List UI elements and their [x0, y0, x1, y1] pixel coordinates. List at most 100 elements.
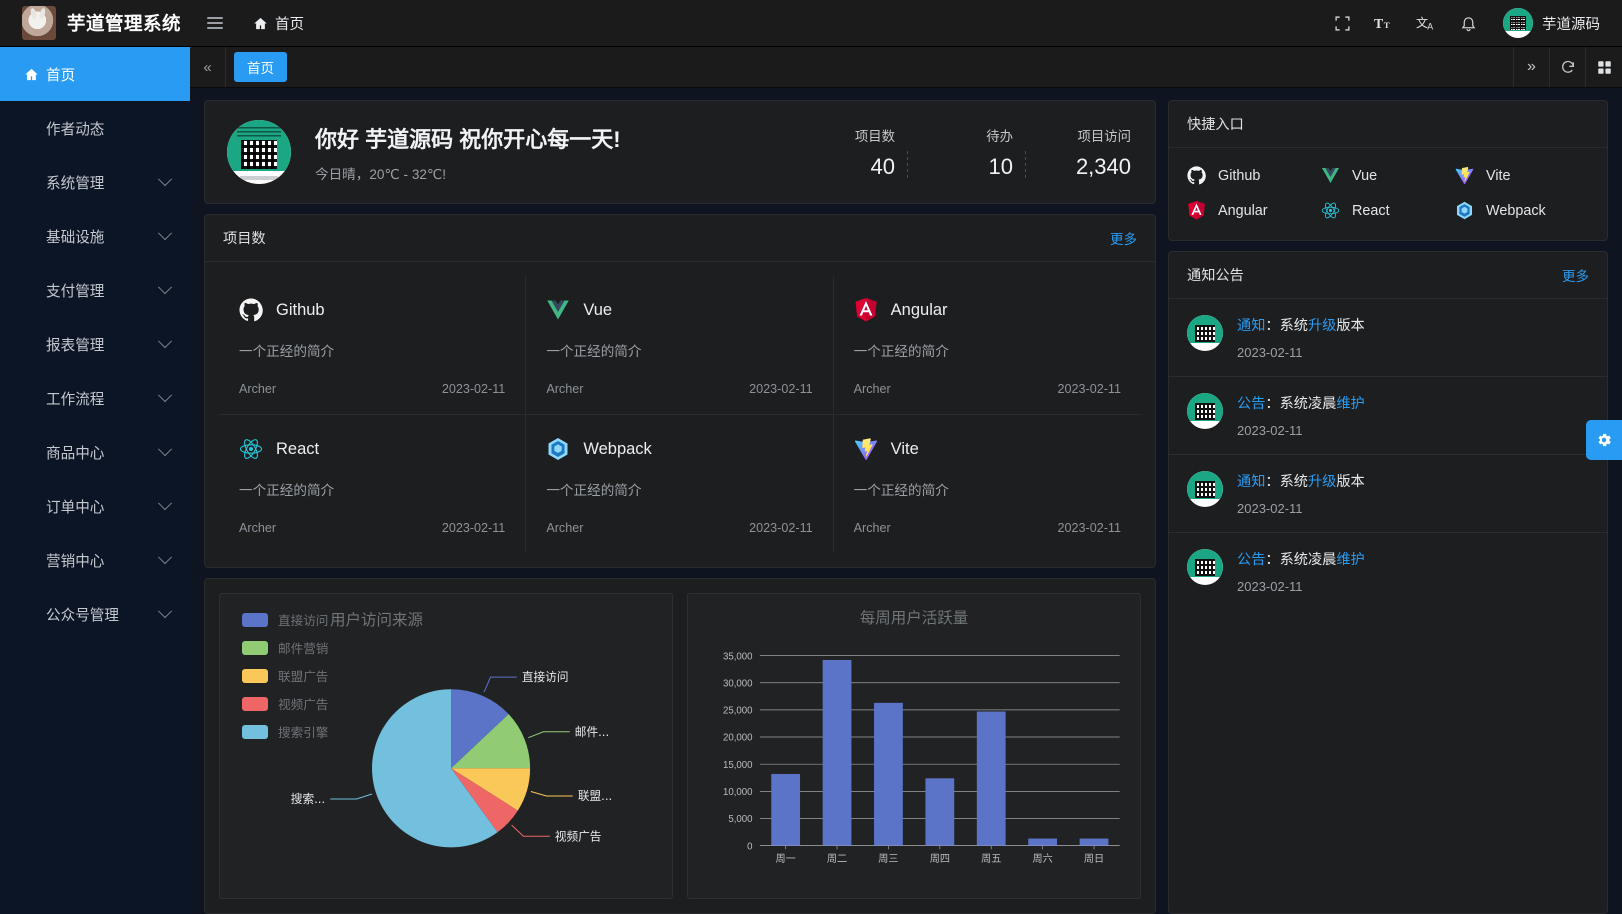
bar[interactable]: [822, 659, 852, 846]
weekly-active-bar-chart[interactable]: 每周用户活跃量 0 5,000 10,000 15,000 20,000 25,000 30…: [687, 593, 1141, 899]
tab-home[interactable]: 首页: [234, 52, 287, 82]
x-tick-label: 周五: [981, 853, 1001, 865]
sidebar-item-2[interactable]: 系统管理: [0, 155, 190, 209]
pie-legend-item[interactable]: 视频广告: [242, 694, 328, 713]
bar[interactable]: [976, 711, 1006, 846]
sidebar-item-label: 公众号管理: [46, 607, 119, 624]
bar[interactable]: [1028, 838, 1058, 846]
settings-drawer-toggle[interactable]: [1586, 420, 1622, 460]
translate-icon[interactable]: 文 A: [1405, 0, 1447, 47]
sidebar-item-9[interactable]: 营销中心: [0, 533, 190, 587]
pie-legend-item[interactable]: 邮件营销: [242, 638, 328, 657]
notification-bell-icon[interactable]: [1447, 0, 1489, 47]
vite-icon: [1455, 166, 1474, 185]
pie-slice[interactable]: [451, 768, 518, 833]
notice-item[interactable]: 通知：系统升级版本 2023-02-11: [1169, 299, 1607, 377]
quick-entry-item[interactable]: Vite: [1455, 166, 1589, 185]
sidebar-item-6[interactable]: 工作流程: [0, 371, 190, 425]
project-desc: 一个正经的简介: [239, 344, 335, 359]
pie-slice-label: 直接访问: [522, 670, 569, 684]
sidebar-item-1[interactable]: 作者动态: [0, 101, 190, 155]
project-author: Archer: [546, 521, 584, 535]
quick-entry-item[interactable]: Webpack: [1455, 201, 1589, 220]
pie-slice[interactable]: [372, 689, 498, 848]
project-card[interactable]: Vue 一个正经的简介 Archer 2023-02-11: [526, 276, 834, 415]
bar[interactable]: [925, 778, 955, 846]
sidebar-item-10[interactable]: 公众号管理: [0, 587, 190, 641]
y-tick-label: 30,000: [723, 678, 753, 689]
svg-text:T: T: [1383, 20, 1389, 30]
svg-text:文: 文: [1416, 15, 1428, 30]
project-date: 2023-02-11: [1057, 521, 1122, 535]
sidebar-item-5[interactable]: 报表管理: [0, 317, 190, 371]
bar[interactable]: [1079, 838, 1109, 846]
user-menu[interactable]: 芋道源码: [1489, 8, 1608, 38]
projects-panel-title: 项目数: [223, 231, 266, 247]
chevron-down-icon: [157, 496, 173, 511]
quick-entry-item[interactable]: Github: [1187, 166, 1321, 185]
font-size-icon[interactable]: T T: [1363, 0, 1405, 47]
pie-legend-item[interactable]: 直接访问: [242, 610, 328, 629]
sidebar-item-8[interactable]: 订单中心: [0, 479, 190, 533]
project-card-head: Angular: [854, 298, 1121, 322]
stat-label: 待办: [986, 128, 1013, 144]
notice-title: 通知：系统升级版本: [1237, 318, 1365, 334]
project-card[interactable]: Webpack 一个正经的简介 Archer 2023-02-11: [526, 415, 834, 553]
x-tick-label: 周一: [776, 853, 796, 865]
bar-chart-title: 每周用户活跃量: [859, 610, 969, 627]
legend-label: 邮件营销: [278, 642, 329, 656]
bar[interactable]: [874, 702, 903, 846]
quick-entry-item[interactable]: Vue: [1321, 166, 1455, 185]
project-meta: Archer 2023-02-11: [239, 521, 505, 535]
pie-legend-item[interactable]: 搜索引擎: [242, 722, 328, 741]
sidebar-item-3[interactable]: 基础设施: [0, 209, 190, 263]
project-card[interactable]: Github 一个正经的简介 Archer 2023-02-11: [219, 276, 527, 415]
tab-controls: »: [1514, 47, 1622, 87]
grid-icon[interactable]: [1586, 47, 1622, 87]
vue-icon: [1321, 166, 1340, 185]
notice-more-link[interactable]: 更多: [1562, 269, 1589, 284]
sidebar-item-0[interactable]: 首页: [0, 47, 190, 101]
chevron-double-right-icon[interactable]: »: [1514, 47, 1550, 87]
pie-slice[interactable]: [451, 714, 531, 769]
notice-panel-title: 通知公告: [1187, 268, 1244, 284]
pie-legend-item[interactable]: 联盟广告: [242, 666, 328, 685]
quick-entry-item[interactable]: React: [1321, 201, 1455, 220]
brand[interactable]: 芋道管理系统: [0, 6, 190, 40]
fullscreen-icon[interactable]: [1321, 0, 1363, 47]
projects-panel: 项目数 更多 Github 一个正经的简介 Archer 2023-02-11 …: [204, 214, 1156, 568]
user-name: 芋道源码: [1542, 16, 1600, 33]
y-tick-label: 15,000: [723, 760, 753, 771]
bar[interactable]: [771, 773, 801, 846]
tab-list: 首页: [226, 47, 1514, 87]
app-title: 芋道管理系统: [67, 13, 182, 34]
breadcrumb[interactable]: 首页: [253, 13, 304, 34]
notice-avatar: [1187, 315, 1223, 351]
pie-slice[interactable]: [451, 689, 509, 769]
projects-more-link[interactable]: 更多: [1110, 232, 1137, 247]
project-card[interactable]: Vite 一个正经的简介 Archer 2023-02-11: [834, 415, 1141, 553]
visit-source-pie-chart[interactable]: 直接访问 邮件营销 联盟广告 视频广告 搜索引擎 用户访问来源 直接访问 邮件..…: [219, 593, 673, 899]
quick-entry-item[interactable]: Angular: [1187, 201, 1321, 220]
notice-item[interactable]: 公告：系统凌晨维护 2023-02-11: [1169, 377, 1607, 455]
hamburger-icon[interactable]: [207, 17, 229, 29]
chevron-down-icon: [157, 442, 173, 457]
project-name: Github: [276, 300, 325, 319]
sidebar-item-label: 报表管理: [46, 337, 105, 354]
project-desc: 一个正经的简介: [853, 344, 949, 359]
notice-item[interactable]: 公告：系统凌晨维护 2023-02-11: [1169, 533, 1607, 610]
project-card[interactable]: React 一个正经的简介 Archer 2023-02-11: [219, 415, 527, 553]
pie-slice[interactable]: [451, 768, 531, 811]
refresh-icon[interactable]: [1550, 47, 1586, 87]
project-meta: Archer 2023-02-11: [854, 382, 1121, 396]
sidebar-item-7[interactable]: 商品中心: [0, 425, 190, 479]
stat-value: 40: [870, 153, 895, 179]
vue-icon: [546, 298, 570, 322]
project-card[interactable]: Angular 一个正经的简介 Archer 2023-02-11: [833, 276, 1141, 415]
notice-title: 公告：系统凌晨维护: [1237, 552, 1365, 568]
project-card-head: React: [239, 437, 505, 461]
sidebar-item-4[interactable]: 支付管理: [0, 263, 190, 317]
chevron-double-left-icon[interactable]: «: [190, 47, 226, 87]
project-date: 2023-02-11: [749, 521, 813, 535]
notice-item[interactable]: 通知：系统升级版本 2023-02-11: [1169, 455, 1607, 533]
